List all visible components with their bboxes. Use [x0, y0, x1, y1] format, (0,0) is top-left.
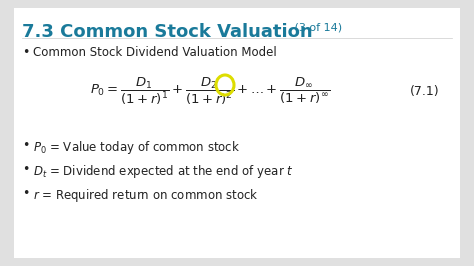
- Text: $P_0 = \dfrac{D_1}{(1+r)^1} + \dfrac{D_2}{(1+r)^2} + \ldots + \dfrac{D_\infty}{(: $P_0 = \dfrac{D_1}{(1+r)^1} + \dfrac{D_2…: [90, 75, 330, 107]
- Text: Common Stock Dividend Valuation Model: Common Stock Dividend Valuation Model: [33, 46, 277, 59]
- Text: $P_0$ = Value today of common stock: $P_0$ = Value today of common stock: [33, 139, 240, 156]
- Text: •: •: [22, 46, 29, 59]
- Text: (3 of 14): (3 of 14): [291, 22, 342, 32]
- Text: 7.3 Common Stock Valuation: 7.3 Common Stock Valuation: [22, 23, 313, 41]
- Text: •: •: [22, 163, 29, 176]
- Text: •: •: [22, 187, 29, 200]
- Text: $r$ = Required return on common stock: $r$ = Required return on common stock: [33, 187, 259, 204]
- Text: (7.1): (7.1): [410, 85, 439, 98]
- Text: •: •: [22, 139, 29, 152]
- Text: $D_t$ = Dividend expected at the end of year $t$: $D_t$ = Dividend expected at the end of …: [33, 163, 293, 180]
